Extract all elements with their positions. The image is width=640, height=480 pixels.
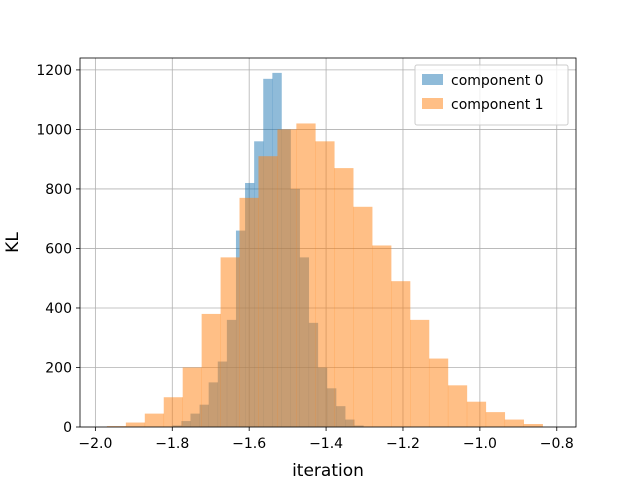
legend-label-component-0: component 0 <box>451 73 544 89</box>
histogram-bar-component-1 <box>334 168 354 427</box>
histogram-bar-component-1 <box>428 358 449 427</box>
histogram-bar-component-1 <box>201 313 221 427</box>
histogram-bar-component-1 <box>163 397 183 427</box>
histogram-bar-component-1 <box>106 426 127 427</box>
histogram-bar-component-1 <box>277 129 297 427</box>
x-tick-label: −1.8 <box>155 436 189 452</box>
y-tick-label: 200 <box>45 360 72 376</box>
y-tick-label: 600 <box>45 241 72 257</box>
histogram-bar-component-1 <box>315 141 335 428</box>
x-tick-label: −0.8 <box>540 436 574 452</box>
y-axis-label: KL <box>3 232 23 253</box>
legend-box <box>414 64 569 126</box>
histogram-bar-component-1 <box>220 257 240 427</box>
x-tick-label: −1.2 <box>386 436 420 452</box>
y-tick-label: 800 <box>45 182 72 198</box>
histogram-bar-component-1 <box>391 281 411 427</box>
histogram-bar-component-1 <box>466 401 487 427</box>
legend-label-component-1: component 1 <box>451 97 544 113</box>
plot-frame <box>79 57 577 428</box>
legend-swatch-component-1 <box>422 98 443 109</box>
histogram-bar-component-1 <box>144 413 165 427</box>
legend-swatch-component-0 <box>422 74 443 85</box>
y-tick-label: 400 <box>45 301 72 317</box>
histogram-bar-component-1 <box>239 197 259 427</box>
x-tick-label: −1.6 <box>232 436 266 452</box>
histogram-bars <box>106 72 543 428</box>
histogram-bar-component-1 <box>125 422 146 427</box>
histogram-bar-component-1 <box>182 367 202 427</box>
x-tick-label: −2.0 <box>78 436 112 452</box>
x-tick-label: −1.0 <box>463 436 497 452</box>
legend: component 0 component 1 <box>414 64 569 126</box>
y-tick-label: 1000 <box>36 122 72 138</box>
histogram-bar-component-1 <box>353 206 373 427</box>
histogram-bar-component-1 <box>447 385 468 427</box>
histogram-bar-component-1 <box>372 245 392 427</box>
histogram-bar-component-1 <box>410 319 430 427</box>
axis-ticks: −2.0 −1.8 −1.6 −1.4 −1.2 −1.0 −0.8 0 200 400 600 80… <box>36 63 573 452</box>
histogram-bar-component-1 <box>258 156 278 428</box>
x-tick-label: −1.4 <box>309 436 343 452</box>
histogram-bar-component-1 <box>485 412 506 427</box>
histogram-bar-component-1 <box>504 419 524 427</box>
histogram-bar-component-1 <box>296 123 316 427</box>
x-axis-label: iteration <box>292 461 364 480</box>
y-tick-label: 1200 <box>36 63 72 79</box>
y-tick-label: 0 <box>63 420 72 436</box>
histogram-bar-component-1 <box>523 424 543 427</box>
